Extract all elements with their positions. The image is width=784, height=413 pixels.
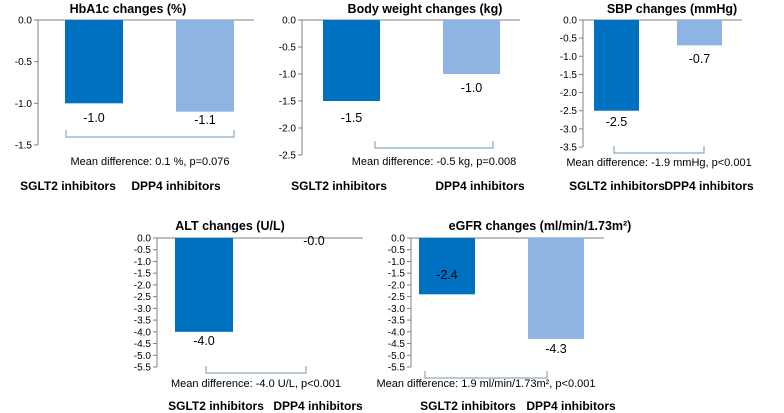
mean-difference-annotation: Mean difference: -0.5 kg, p=0.008 — [352, 156, 517, 168]
y-tick-label: 0.0 — [563, 16, 577, 27]
chart-panel-5: eGFR changes (ml/min/1.73m²)0.0-0.5-1.0-… — [376, 219, 631, 413]
y-tick-label: -5.5 — [134, 363, 152, 374]
y-tick-label: -1.0 — [279, 70, 297, 81]
chart-title: Body weight changes (kg) — [348, 2, 503, 16]
category-label: DPP4 inhibitors — [435, 179, 525, 193]
y-tick-label: 0.0 — [391, 234, 405, 245]
y-tick-label: -1.0 — [388, 257, 406, 268]
data-label: -0.7 — [689, 52, 711, 66]
chart-panel-4: ALT changes (U/L) 0.0-0.5-1.0-1.5-2.0-2.5… — [134, 219, 363, 413]
category-label: SGLT2 inhibitors — [168, 399, 264, 413]
y-tick-label: -0.5 — [15, 57, 33, 68]
chart-panel-3: SBP changes (mmHg) 0.0 -0.5 -1.0 -1.5 -2.0 -2.… — [560, 2, 754, 193]
bar-1 — [419, 238, 475, 295]
mean-difference-annotation: Mean difference: -4.0 U/L, p<0.001 — [171, 378, 341, 390]
y-tick-label: -1.5 — [15, 141, 33, 152]
y-tick-label: -4.0 — [388, 327, 406, 338]
y-tick-label: -4.5 — [134, 339, 152, 350]
bar-1 — [594, 20, 639, 111]
category-label: DPP4 inhibitors — [273, 399, 363, 413]
y-tick-label: -2.5 — [560, 106, 578, 117]
category-label: DPP4 inhibitors — [131, 179, 221, 193]
y-tick-label: -4.0 — [134, 327, 152, 338]
y-tick-label: -3.5 — [134, 316, 152, 327]
mean-difference-annotation: Mean difference: 0.1 %, p=0.076 — [70, 156, 229, 168]
y-tick-label: -3.5 — [560, 143, 578, 154]
data-label: -1.1 — [194, 113, 216, 127]
chart-title: HbA1c changes (%) — [70, 2, 187, 16]
bar-2 — [176, 20, 234, 112]
y-tick-label: -1.5 — [560, 70, 578, 81]
bar-2 — [677, 20, 722, 46]
data-label: -1.5 — [341, 111, 363, 125]
category-label: SGLT2 inhibitors — [20, 179, 116, 193]
y-tick-label: -2.0 — [279, 124, 297, 135]
y-tick-label: -1.0 — [15, 99, 33, 110]
category-label: SGLT2 inhibitors — [420, 399, 516, 413]
y-tick-label: -1.0 — [134, 257, 152, 268]
y-tick-label: -1.5 — [134, 269, 152, 280]
comparison-bracket — [374, 141, 494, 149]
y-tick-label: 0.0 — [18, 16, 32, 27]
y-tick-label: -2.0 — [560, 88, 578, 99]
y-tick-label: -1.0 — [560, 52, 578, 63]
y-tick-label: -5.5 — [388, 363, 406, 374]
chart-title: SBP changes (mmHg) — [607, 2, 737, 16]
y-tick-label: -0.5 — [279, 43, 297, 54]
data-label: -1.0 — [461, 81, 483, 95]
y-tick-label: -1.5 — [388, 269, 406, 280]
mean-difference-annotation: Mean difference: -1.9 mmHg, p<0.001 — [566, 157, 751, 169]
bar-2 — [528, 238, 584, 339]
y-tick-label: -2.5 — [388, 292, 406, 303]
chart-panel-2: Body weight changes (kg) 0.0 -0.5 -1.0 -1.5 -… — [279, 2, 525, 193]
bar-2 — [443, 20, 500, 74]
data-label: -2.5 — [606, 115, 628, 129]
y-tick-label: -0.5 — [560, 34, 578, 45]
y-tick-label: -2.5 — [279, 151, 297, 162]
data-label: -2.4 — [436, 268, 458, 282]
y-tick-label: -3.5 — [388, 316, 406, 327]
data-label: -1.0 — [83, 111, 105, 125]
data-label: -4.0 — [193, 334, 215, 348]
y-tick-label: -2.5 — [134, 292, 152, 303]
chart-title: eGFR changes (ml/min/1.73m²) — [449, 219, 632, 233]
comparison-bracket — [65, 130, 235, 138]
y-tick-label: -2.0 — [388, 280, 406, 291]
data-label: -4.3 — [545, 342, 567, 356]
bar-1 — [65, 20, 123, 104]
comparison-bracket — [424, 371, 548, 379]
chart-title: ALT changes (U/L) — [175, 219, 285, 233]
bar-1 — [175, 238, 233, 332]
y-tick-label: 0.0 — [282, 16, 296, 27]
y-tick-label: -5.0 — [134, 351, 152, 362]
y-tick-label: 0.0 — [137, 234, 151, 245]
y-tick-label: -0.5 — [134, 245, 152, 256]
category-label: DPP4 inhibitors — [664, 179, 754, 193]
comparison-bracket — [613, 146, 705, 154]
y-tick-label: -3.0 — [388, 304, 406, 315]
y-tick-label: -3.0 — [560, 124, 578, 135]
data-label: -0.0 — [303, 234, 325, 248]
y-tick-label: -1.5 — [279, 97, 297, 108]
y-tick-label: -0.5 — [388, 245, 406, 256]
y-tick-label: -2.0 — [134, 280, 152, 291]
y-tick-label: -5.0 — [388, 351, 406, 362]
category-label: DPP4 inhibitors — [526, 399, 616, 413]
chart-panel-1: HbA1c changes (%) 0.0 -0.5 -1.0 -1.5 -1.0 -1.1… — [15, 2, 254, 193]
category-label: SGLT2 inhibitors — [569, 179, 665, 193]
mean-difference-annotation: Mean difference: 1.9 ml/min/1.73m², p<0.… — [376, 378, 595, 390]
y-tick-label: -4.5 — [388, 339, 406, 350]
y-tick-label: -3.0 — [134, 304, 152, 315]
comparison-bracket — [205, 366, 307, 374]
bar-1 — [323, 20, 380, 101]
category-label: SGLT2 inhibitors — [291, 179, 387, 193]
